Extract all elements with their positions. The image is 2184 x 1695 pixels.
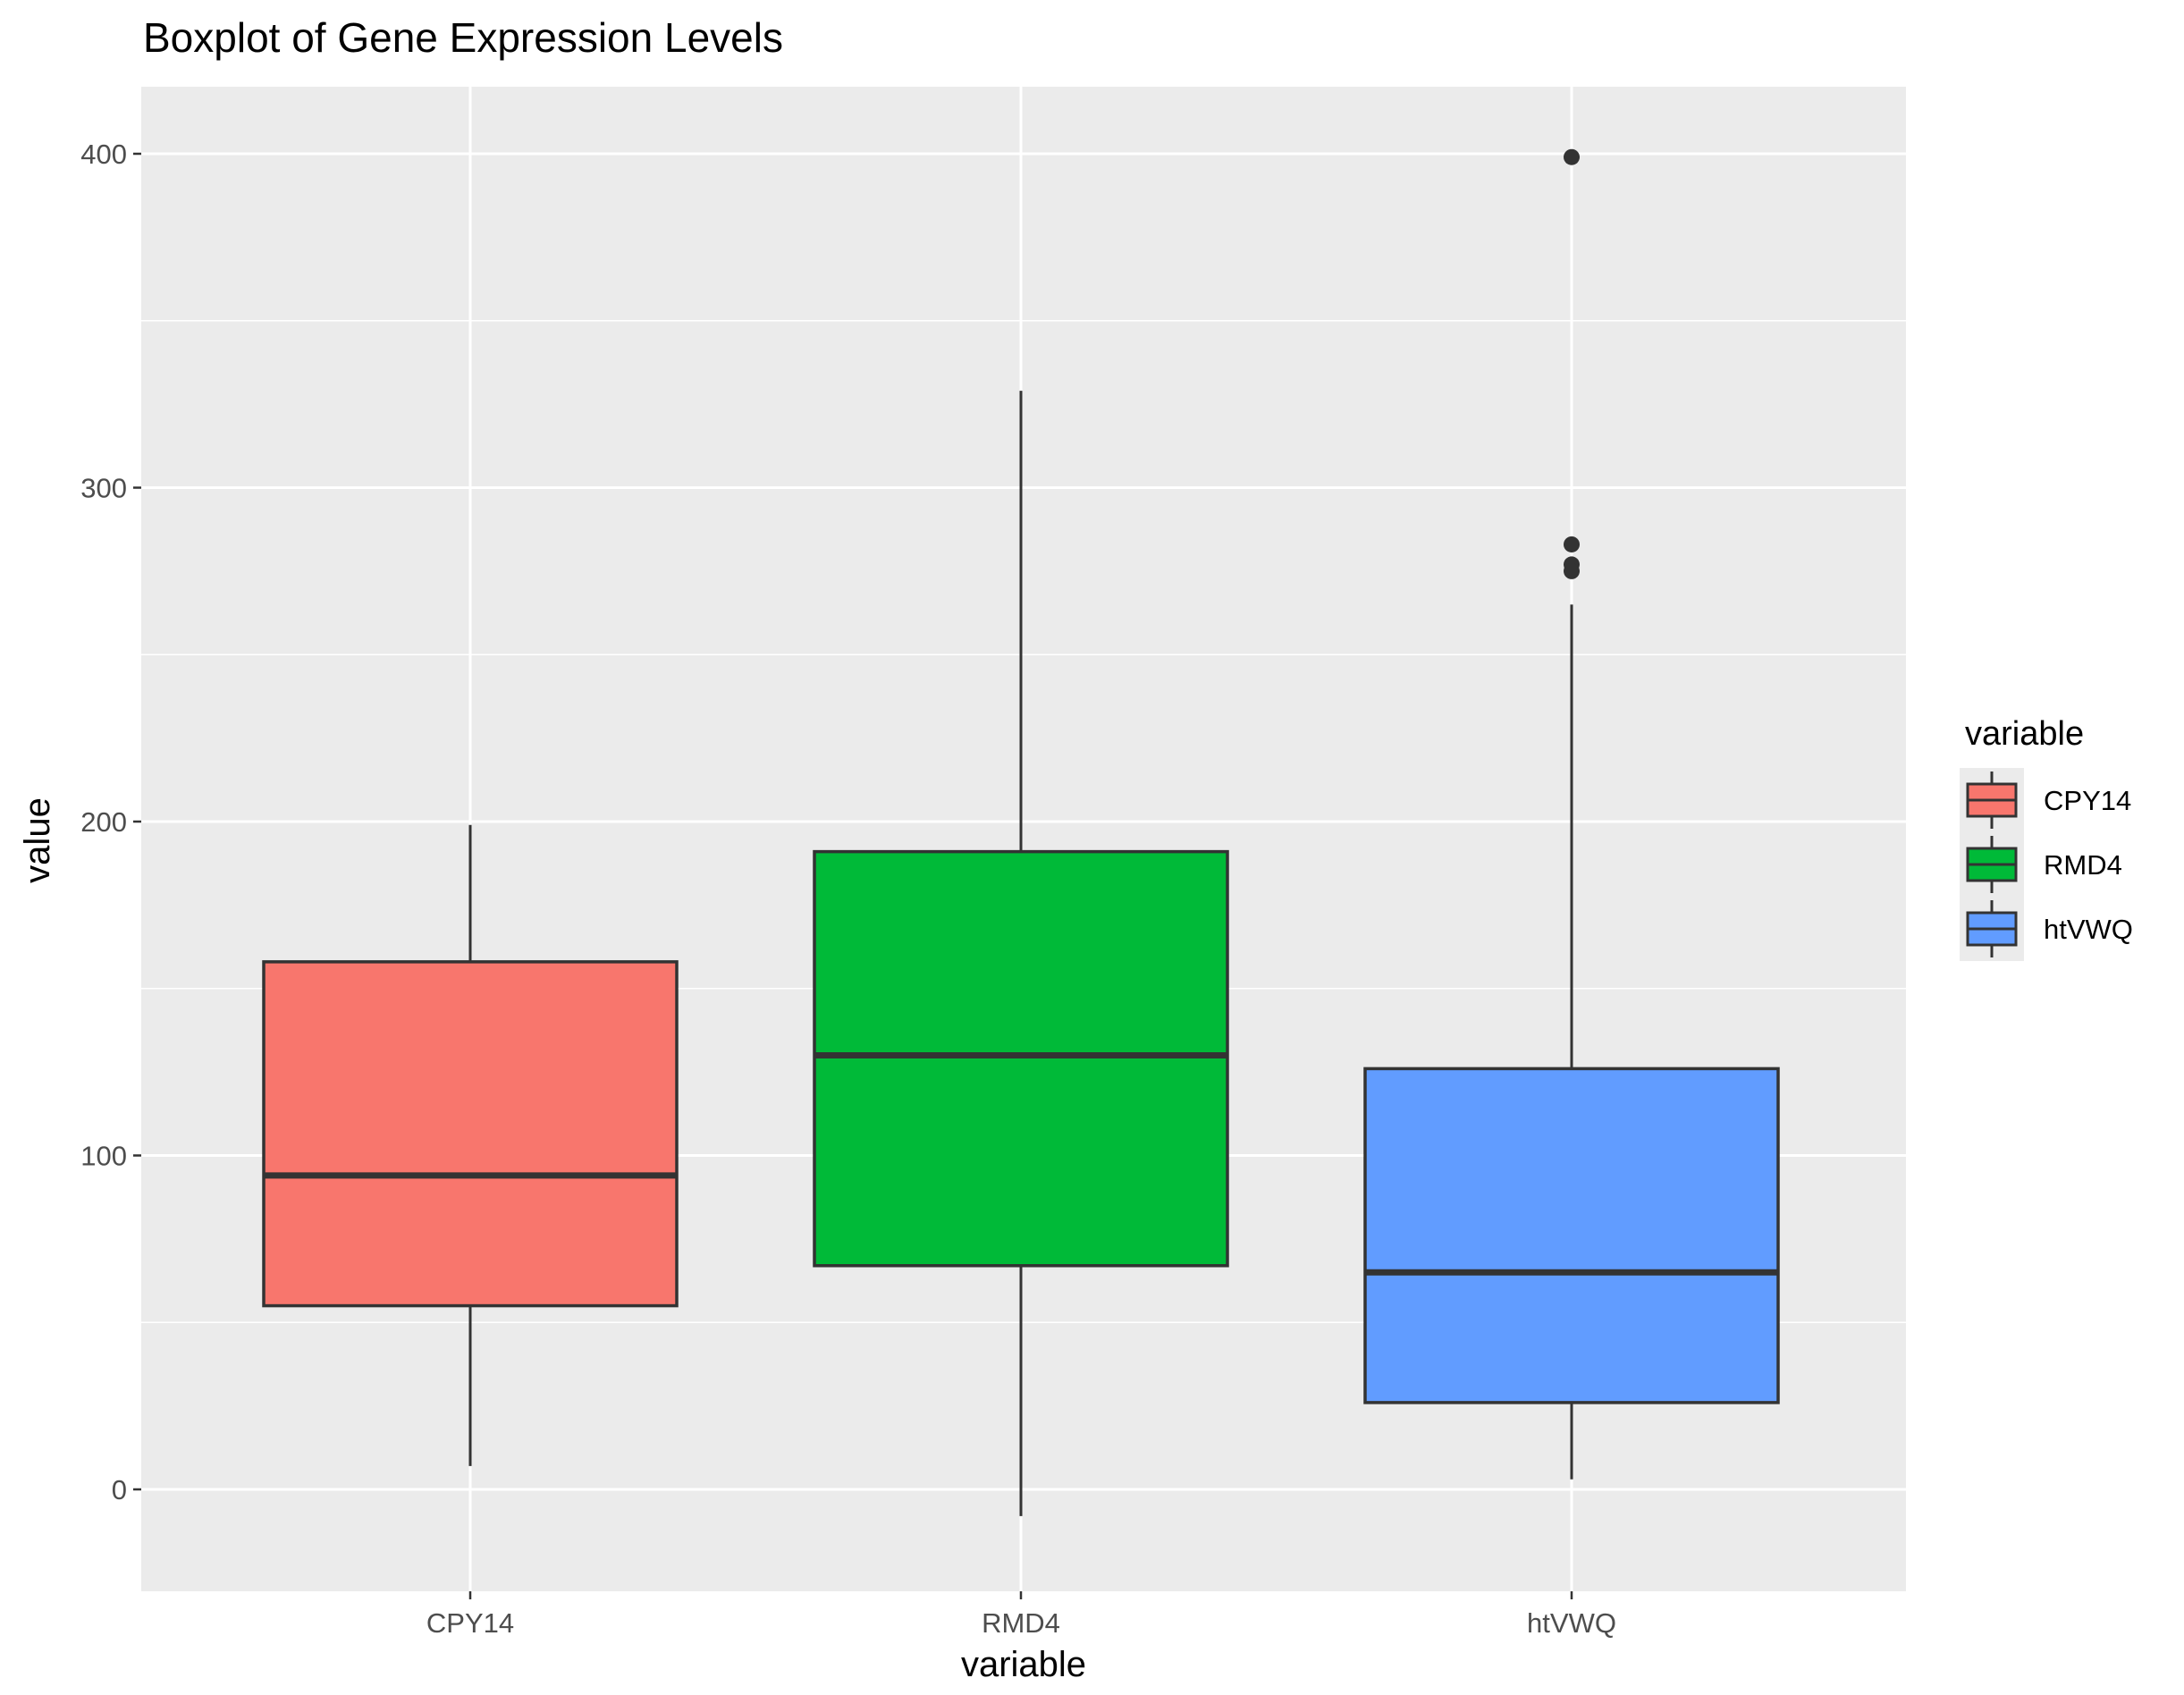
x-tick-label: RMD4 [982, 1607, 1060, 1639]
boxes [262, 148, 1780, 1516]
legend-label: CPY14 [2044, 785, 2131, 816]
y-axis: 0 100 200 300 400 [80, 139, 141, 1505]
chart-title: Boxplot of Gene Expression Levels [143, 14, 783, 61]
box-htVWQ [1363, 148, 1780, 1480]
box-iqr [262, 960, 679, 1308]
y-axis-title: value [18, 797, 57, 883]
outlier-point [1564, 562, 1580, 579]
outlier-point [1564, 148, 1580, 165]
legend-label: htVWQ [2044, 914, 2133, 945]
box-CPY14 [262, 824, 679, 1466]
legend-label: RMD4 [2044, 849, 2122, 881]
x-axis: CPY14 RMD4 htVWQ [426, 1591, 1616, 1639]
legend-key-htVWQ: htVWQ [1960, 897, 2133, 961]
outlier-point [1564, 535, 1580, 552]
x-tick-label: htVWQ [1527, 1607, 1616, 1639]
legend-keys: CPY14 RMD4 htVWQ [1960, 768, 2133, 961]
y-tick-label: 200 [80, 806, 127, 838]
legend-key-CPY14: CPY14 [1960, 768, 2131, 832]
box-RMD4 [813, 391, 1229, 1516]
y-tick-label: 100 [80, 1141, 127, 1172]
box-iqr [813, 849, 1229, 1268]
y-tick-label: 0 [112, 1474, 127, 1505]
box-iqr [1363, 1067, 1780, 1404]
legend-key-RMD4: RMD4 [1960, 832, 2122, 897]
y-tick-label: 400 [80, 139, 127, 170]
legend-title: variable [1965, 715, 2084, 753]
y-tick-label: 300 [80, 473, 127, 504]
x-axis-title: variable [961, 1645, 1086, 1684]
legend: variable CPY14 RMD4 htVWQ [1960, 715, 2133, 961]
x-tick-label: CPY14 [426, 1607, 514, 1639]
